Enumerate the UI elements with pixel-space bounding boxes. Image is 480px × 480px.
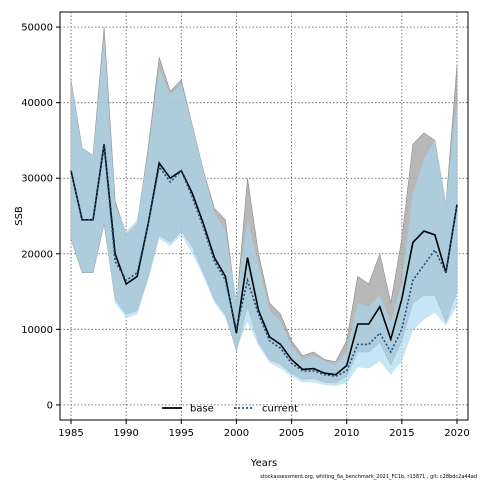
footer-credit: stockassessment.org, whiting_6a_benchmar… bbox=[260, 474, 477, 480]
y-tick-label: 30000 bbox=[21, 174, 53, 185]
confidence-bands bbox=[70, 27, 458, 386]
series-line-current bbox=[70, 144, 458, 378]
y-tick-label: 50000 bbox=[21, 23, 53, 34]
x-axis-ticks: 1985 1990 1995 2000 2005 2010 2015 2020 bbox=[58, 420, 470, 439]
plot-frame bbox=[59, 11, 469, 421]
x-tick-label: 2005 bbox=[279, 428, 304, 439]
y-axis-label: SSB bbox=[14, 206, 25, 226]
series-lines bbox=[70, 144, 458, 378]
y-tick-label: 40000 bbox=[21, 98, 53, 109]
x-tick-label: 2000 bbox=[224, 428, 249, 439]
series-line-base bbox=[70, 144, 458, 376]
legend: base current bbox=[162, 404, 298, 415]
x-tick-label: 1985 bbox=[58, 428, 83, 439]
x-tick-label: 2015 bbox=[389, 428, 414, 439]
x-tick-label: 1995 bbox=[169, 428, 194, 439]
y-axis-ticks: 0 10000 20000 30000 40000 50000 bbox=[21, 23, 60, 411]
y-tick-label: 10000 bbox=[21, 325, 53, 336]
y-tick-label: 0 bbox=[47, 400, 53, 411]
x-tick-label: 2020 bbox=[444, 428, 469, 439]
legend-label-current: current bbox=[262, 404, 298, 415]
x-axis-label: Years bbox=[250, 458, 277, 469]
x-tick-label: 1990 bbox=[113, 428, 138, 439]
x-tick-label: 2010 bbox=[334, 428, 359, 439]
confidence-band-current bbox=[71, 34, 457, 386]
legend-label-base: base bbox=[190, 404, 214, 415]
y-tick-label: 20000 bbox=[21, 249, 53, 260]
